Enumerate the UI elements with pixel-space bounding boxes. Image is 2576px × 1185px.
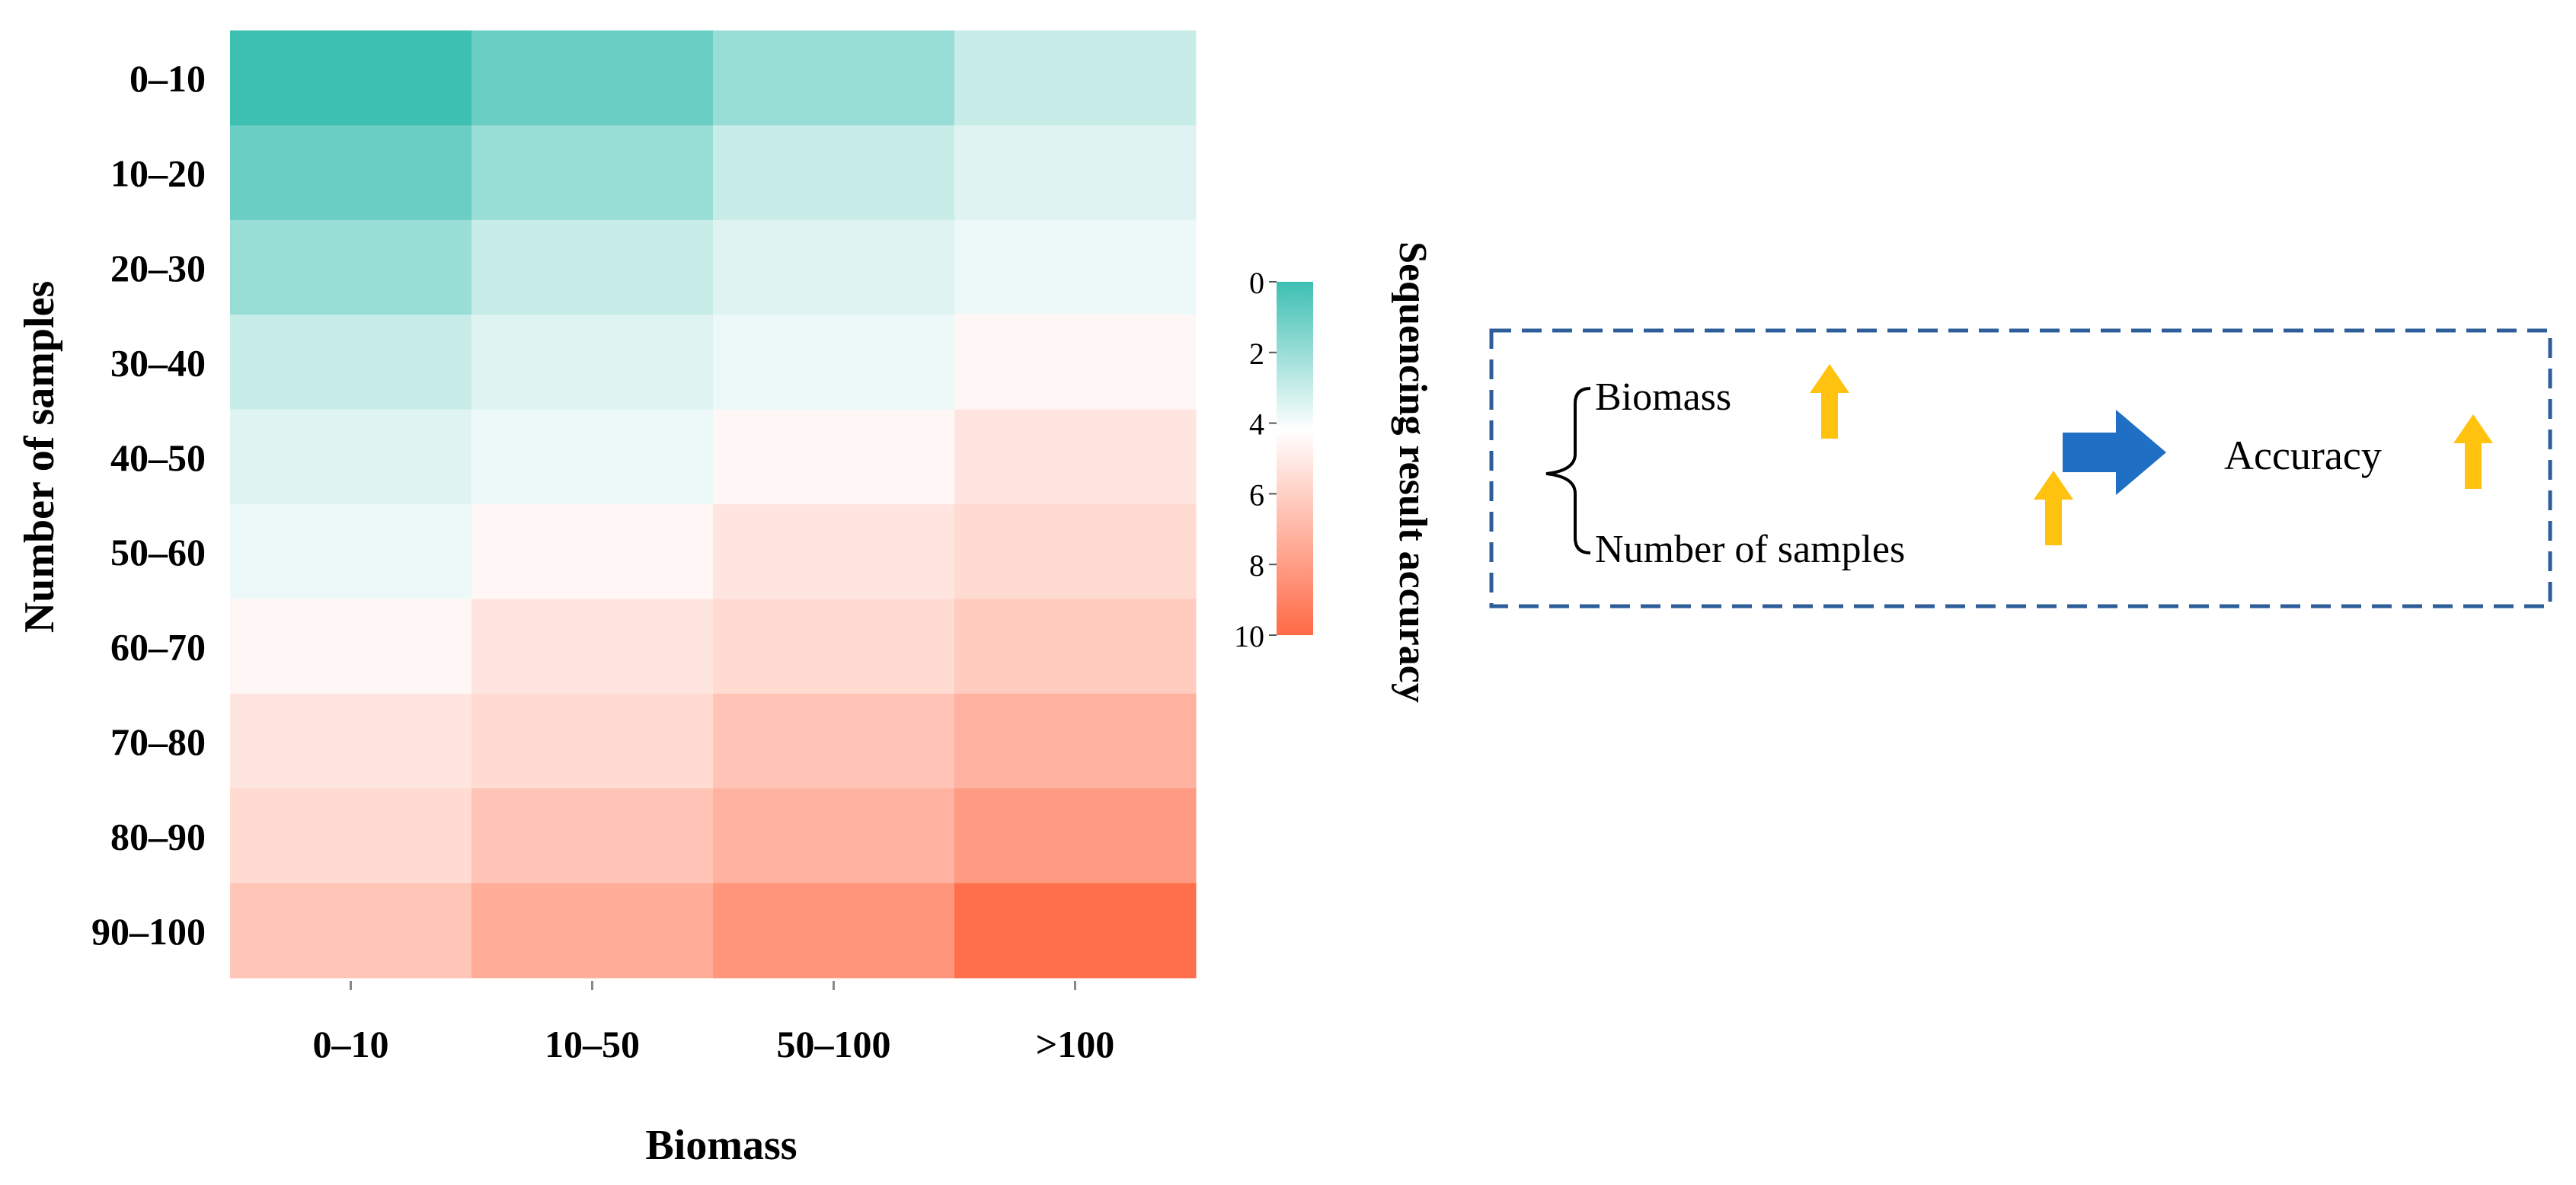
heatmap-cell (471, 219, 714, 315)
colorbar-gradient (1277, 282, 1313, 635)
y-tick-label: 0–10 (129, 57, 206, 100)
heatmap-cell (230, 788, 472, 884)
heatmap-cell (954, 693, 1197, 789)
heatmap-cell (471, 599, 714, 695)
colorbar-tick-label: 0 (1249, 266, 1264, 300)
x-tick-label: 50–100 (777, 1023, 891, 1065)
up-arrow-icon-samples (2034, 471, 2073, 545)
heatmap-cell (471, 788, 714, 884)
heatmap-cell (230, 883, 472, 979)
heatmap-cell (230, 409, 472, 505)
heatmap-cell (954, 504, 1197, 599)
colorbar-tick-label: 2 (1249, 337, 1264, 371)
heatmap-cell (471, 693, 714, 789)
heatmap-cell (954, 788, 1197, 884)
y-axis-ticks: 0–10 10–20 20–30 30–40 40–50 50–60 60–70 70–80 8… (91, 57, 206, 953)
heatmap-cell (713, 219, 955, 315)
y-axis-label: Number of samples (16, 281, 63, 634)
heatmap-cell (713, 883, 955, 979)
heatmap-cell (713, 693, 955, 789)
colorbar: 0 2 4 6 8 10 Sequencing result accuracy (1234, 241, 1434, 703)
heatmap-cell (230, 125, 472, 221)
y-tick-label: 90–100 (91, 910, 206, 953)
heatmap-cell (713, 30, 955, 126)
x-tick-label: 10–50 (545, 1023, 640, 1065)
heatmap-cell (471, 30, 714, 126)
heatmap-cell (471, 125, 714, 221)
heatmap-cell (230, 315, 472, 410)
y-tick-label: 70–80 (110, 720, 206, 763)
colorbar-label: Sequencing result accuracy (1391, 241, 1434, 703)
colorbar-tick-label: 8 (1249, 548, 1264, 583)
x-tick-label: >100 (1036, 1023, 1115, 1065)
y-tick-label: 50–60 (110, 531, 206, 573)
up-arrow-icon-biomass (1810, 364, 1849, 439)
colorbar-tick-label: 4 (1249, 407, 1264, 442)
diagram-dashed-box (1489, 328, 2552, 608)
summary-diagram: Biomass Number of samples Accuracy (1489, 328, 2552, 608)
heatmap-cell (713, 315, 955, 410)
heatmap-cell (954, 599, 1197, 695)
y-tick-label: 60–70 (110, 626, 206, 669)
curly-brace-icon (1545, 387, 1591, 554)
x-tick-label: 0–10 (313, 1023, 389, 1065)
heatmap-cell (713, 788, 955, 884)
heatmap-cell (230, 693, 472, 789)
diagram-item-number-of-samples: Number of samples (1595, 528, 1905, 571)
heatmap-cell (471, 504, 714, 599)
heatmap-cell (471, 883, 714, 979)
y-tick-label: 10–20 (110, 152, 206, 195)
heatmap-cell (954, 883, 1197, 979)
heatmap-cell (471, 409, 714, 505)
y-tick-label: 30–40 (110, 341, 206, 384)
up-arrow-icon-accuracy (2453, 414, 2493, 489)
heatmap-cell (713, 409, 955, 505)
heatmap-cell (954, 125, 1197, 221)
diagram-result-accuracy: Accuracy (2224, 433, 2382, 478)
heatmap-cell (713, 504, 955, 599)
heatmap-cell (713, 599, 955, 695)
heatmap-cell (230, 504, 472, 599)
colorbar-tick-label: 10 (1234, 619, 1264, 653)
right-arrow-icon (2063, 410, 2166, 495)
diagram-item-biomass: Biomass (1595, 375, 1731, 419)
heatmap-cell (954, 409, 1197, 505)
heatmap-cell (713, 125, 955, 221)
y-tick-label: 20–30 (110, 247, 206, 289)
heatmap-cell (471, 315, 714, 410)
colorbar-ticks: 0 2 4 6 8 10 (1234, 266, 1277, 653)
x-axis-label: Biomass (645, 1122, 797, 1169)
heatmap-cells (230, 30, 1197, 979)
colorbar-tick-label: 6 (1249, 478, 1264, 512)
heatmap-cell (954, 219, 1197, 315)
y-tick-label: 40–50 (110, 436, 206, 479)
heatmap-cell (954, 30, 1197, 126)
heatmap-cell (954, 315, 1197, 410)
x-axis-ticks: 0–10 10–50 50–100 >100 (313, 981, 1115, 1065)
y-tick-label: 80–90 (110, 815, 206, 858)
heatmap-cell (230, 30, 472, 126)
heatmap-cell (230, 219, 472, 315)
heatmap-cell (230, 599, 472, 695)
